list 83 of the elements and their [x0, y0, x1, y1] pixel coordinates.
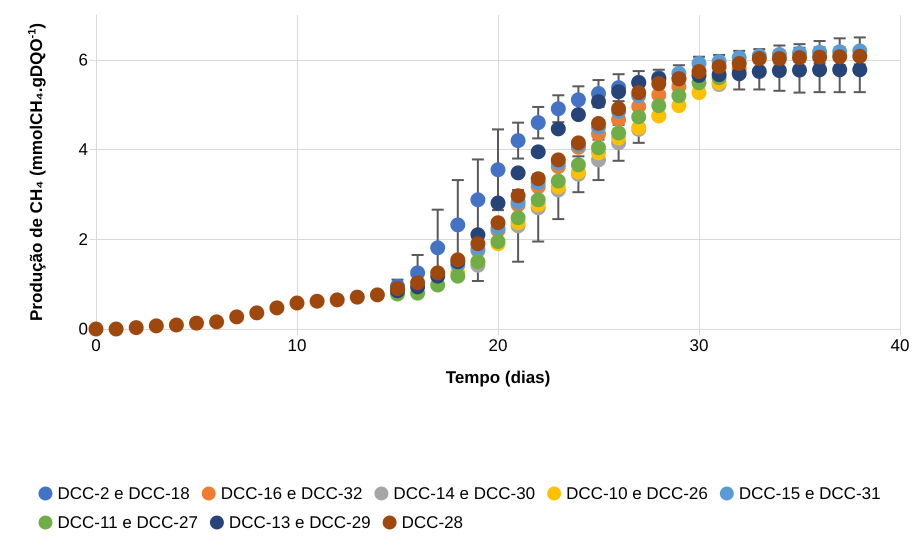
point — [209, 314, 224, 330]
point — [832, 49, 848, 64]
point — [530, 192, 546, 208]
point — [310, 294, 325, 309]
point — [832, 62, 848, 78]
point — [510, 165, 526, 180]
point — [671, 88, 686, 104]
point — [450, 217, 466, 232]
point — [812, 50, 828, 65]
x-tick-label: 10 — [288, 336, 306, 355]
legend-label: DCC-13 e DCC-29 — [228, 513, 371, 532]
point — [510, 133, 526, 148]
point — [550, 152, 566, 168]
point — [651, 76, 666, 92]
point — [490, 195, 506, 210]
point — [550, 173, 566, 188]
x-tick-label: 20 — [488, 336, 508, 355]
legend-label: DCC-10 e DCC-26 — [566, 484, 708, 503]
point — [792, 62, 807, 78]
point — [591, 140, 606, 156]
point — [812, 62, 828, 78]
legend-label: DCC-2 e DCC-18 — [57, 484, 190, 503]
legend-label: DCC-11 e DCC-27 — [57, 513, 198, 532]
point — [450, 268, 466, 284]
x-axis-title: Tempo (dias) — [446, 368, 550, 387]
x-tick-label: 40 — [890, 336, 910, 355]
point — [852, 48, 868, 64]
point — [692, 64, 706, 80]
point — [269, 300, 284, 316]
point — [570, 107, 586, 122]
point — [430, 240, 446, 256]
point — [249, 305, 264, 320]
point — [631, 109, 646, 124]
point — [430, 265, 446, 280]
point — [128, 320, 144, 336]
y-tick-label: 0 — [78, 320, 88, 338]
point — [852, 62, 868, 78]
y-tick-label: 4 — [78, 140, 88, 160]
point — [330, 292, 345, 308]
point — [591, 94, 606, 110]
point — [470, 236, 486, 252]
point — [550, 121, 566, 136]
point — [108, 322, 124, 336]
point — [792, 50, 807, 66]
point — [591, 116, 606, 132]
legend-label: DCC-15 e DCC-31 — [738, 484, 881, 503]
point — [772, 51, 787, 66]
point — [570, 92, 586, 108]
point — [611, 84, 626, 100]
point — [229, 309, 244, 324]
x-tick-label: 30 — [690, 336, 708, 355]
point — [550, 101, 566, 116]
point — [530, 171, 546, 186]
point — [189, 316, 204, 331]
point — [752, 64, 767, 80]
point — [530, 115, 546, 130]
point — [290, 295, 304, 310]
y-tick-label: 6 — [78, 50, 88, 70]
point — [470, 192, 486, 208]
point — [732, 56, 747, 71]
x-tick-label: 0 — [91, 336, 101, 355]
point — [370, 287, 385, 302]
point — [631, 85, 646, 100]
point — [752, 51, 767, 66]
point — [490, 215, 506, 230]
point — [490, 162, 506, 178]
point — [148, 318, 164, 334]
point — [410, 275, 426, 290]
point — [510, 210, 526, 226]
legend-label: DCC-16 e DCC-32 — [220, 484, 362, 503]
point — [651, 98, 666, 114]
y-tick-label: 2 — [78, 230, 88, 249]
legend-label: DCC-14 e DCC-30 — [393, 484, 536, 503]
point — [510, 188, 526, 204]
point — [611, 125, 626, 140]
point — [88, 322, 104, 336]
y-axis-title: Produção de CH₄ (mmolCH₄.gDQO-1) — [26, 23, 46, 321]
point — [350, 290, 365, 305]
point — [712, 59, 727, 74]
point — [570, 157, 586, 172]
point — [530, 144, 546, 160]
legend-label: DCC-28 — [402, 513, 464, 532]
point — [168, 317, 184, 332]
